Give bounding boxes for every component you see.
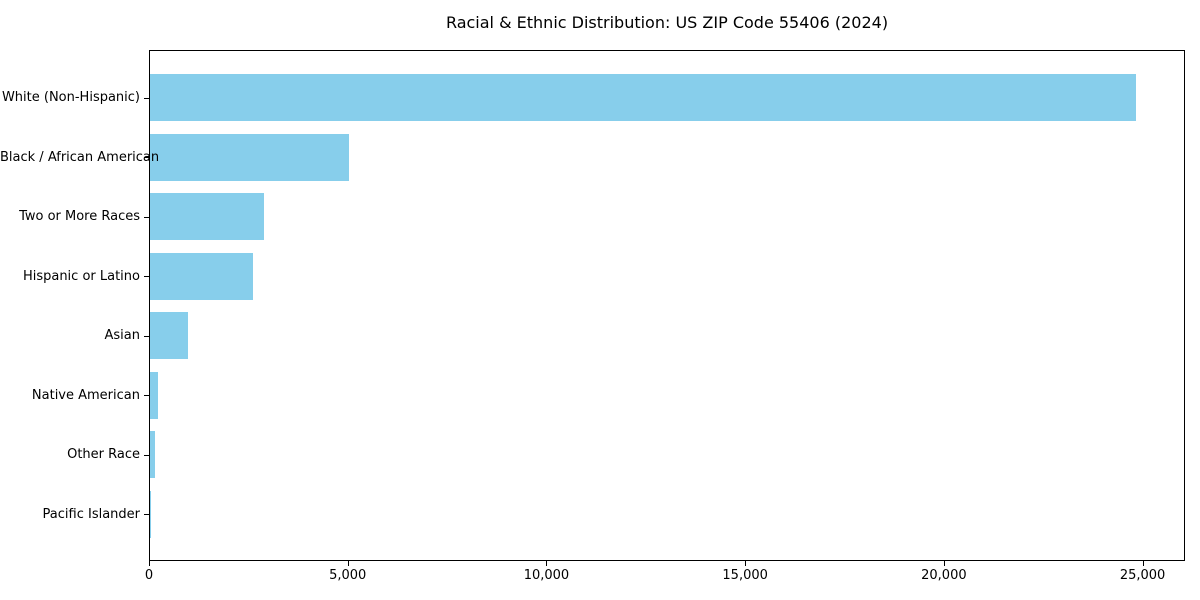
chart-title: Racial & Ethnic Distribution: US ZIP Cod… [445, 13, 889, 32]
y-tick-label-native-american: Native American [31, 387, 140, 403]
x-tick-mark [745, 561, 747, 566]
x-tick-label-20000: 20,000 [921, 568, 967, 583]
x-tick-label-25000: 25,000 [1119, 568, 1166, 583]
x-tick-mark [1142, 561, 1144, 566]
y-tick-label-black-african-american: Black / African American [0, 149, 160, 165]
y-tick-mark [144, 97, 149, 99]
bar-white-non-hispanic [150, 74, 1136, 121]
bar-native-american [150, 371, 158, 419]
y-tick-mark [144, 454, 149, 456]
y-tick-label-two-or-more-races: Two or More Races [19, 209, 140, 224]
x-tick-mark [943, 561, 945, 566]
y-tick-mark [144, 216, 149, 218]
y-tick-label-hispanic-or-latino: Hispanic or Latino [22, 268, 140, 284]
x-tick-label-10000: 10,000 [523, 568, 570, 583]
y-tick-label-pacific-islander: Pacific Islander [42, 506, 140, 522]
y-tick-label-other-race: Other Race [67, 447, 140, 462]
y-tick-mark [144, 335, 149, 337]
x-tick-mark [149, 561, 150, 566]
y-tick-label-white-non-hispanic: White (Non-Hispanic) [1, 90, 140, 105]
bar-pacific-islander [150, 490, 151, 538]
bar-two-or-more-races [150, 193, 265, 240]
bar-asian [150, 312, 188, 359]
y-tick-mark [144, 514, 149, 515]
y-tick-mark [144, 395, 149, 396]
plot-area [149, 50, 1185, 561]
bar-hispanic-or-latino [150, 252, 254, 300]
bar-other-race [150, 431, 156, 478]
x-tick-mark [347, 561, 349, 566]
y-tick-label-asian: Asian [104, 328, 140, 343]
y-tick-mark [144, 276, 149, 277]
y-tick-mark [144, 157, 149, 158]
x-tick-mark [546, 561, 548, 566]
bar-black-african-american [150, 133, 349, 181]
x-tick-label-0: 0 [144, 568, 154, 583]
x-tick-label-15000: 15,000 [722, 568, 768, 583]
x-tick-label-5000: 5,000 [329, 568, 367, 583]
